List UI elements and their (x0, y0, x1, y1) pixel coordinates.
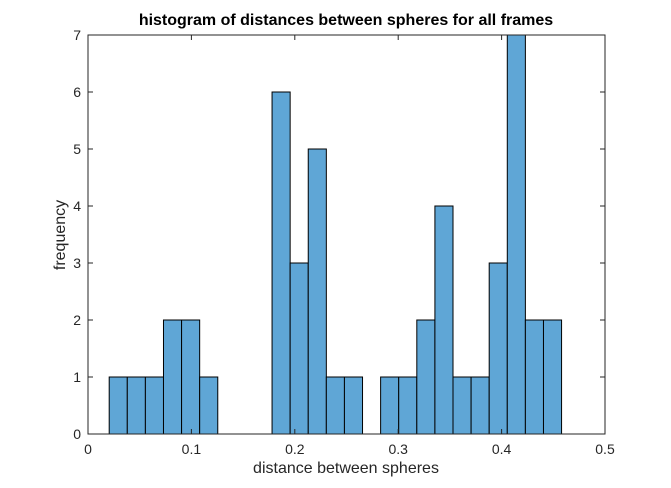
y-tick-label: 7 (73, 27, 81, 43)
histogram-bar (162, 319, 183, 435)
histogram-bar (542, 319, 563, 435)
axes-group: 0 0.1 0.2 0.3 0.4 0.5 0 1 2 3 4 5 6 7 (73, 27, 615, 457)
histogram-bar (398, 376, 418, 435)
histogram-bar (524, 319, 544, 435)
x-tick-label: 0 (84, 441, 92, 457)
plot-frame (87, 34, 606, 435)
histogram-bar (506, 34, 526, 435)
x-tick-label: 0.2 (285, 441, 305, 457)
histogram-bar (271, 91, 291, 435)
histogram-bar (416, 319, 436, 435)
y-tick-label: 1 (73, 369, 81, 385)
histogram-bar (126, 376, 146, 435)
x-axis-label: distance between spheres (253, 460, 439, 477)
histogram-bar (199, 376, 219, 435)
y-axis-label: frequency (52, 200, 69, 270)
x-tick-label: 0.4 (492, 441, 512, 457)
y-tick-label: 2 (73, 312, 81, 328)
histogram-bar (289, 262, 309, 435)
histogram-bar (343, 376, 364, 435)
x-tick-label: 0.1 (182, 441, 202, 457)
y-tick-label: 3 (73, 255, 81, 271)
histogram-bar (470, 376, 490, 435)
x-tick-label: 0.5 (595, 441, 615, 457)
x-tick-label: 0.3 (388, 441, 408, 457)
y-tick-label: 4 (73, 198, 81, 214)
histogram-bar (452, 376, 472, 435)
histogram-bar (325, 376, 345, 435)
y-tick-label: 0 (73, 426, 81, 442)
histogram-bar (181, 319, 201, 435)
histogram-bar (307, 148, 327, 435)
histogram-bar (488, 262, 508, 435)
y-tick-label: 6 (73, 84, 81, 100)
bars-group (108, 34, 563, 435)
histogram-bar (108, 376, 128, 435)
chart-title: histogram of distances between spheres f… (139, 12, 553, 29)
y-tick-label: 5 (73, 141, 81, 157)
histogram-bar (434, 205, 454, 435)
histogram-bar (380, 376, 400, 435)
histogram-bar (144, 376, 164, 435)
